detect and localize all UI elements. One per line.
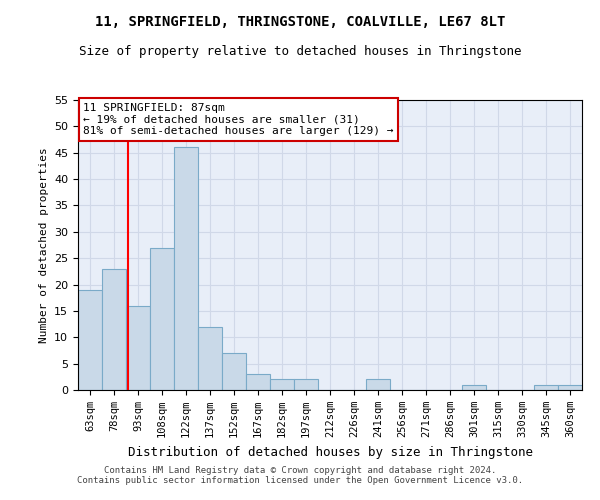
Bar [294,380,318,390]
Bar [126,306,150,390]
Bar [174,148,198,390]
Bar [246,374,270,390]
Text: 11, SPRINGFIELD, THRINGSTONE, COALVILLE, LE67 8LT: 11, SPRINGFIELD, THRINGSTONE, COALVILLE,… [95,15,505,29]
Bar [558,384,582,390]
Text: 11 SPRINGFIELD: 87sqm
← 19% of detached houses are smaller (31)
81% of semi-deta: 11 SPRINGFIELD: 87sqm ← 19% of detached … [83,103,394,136]
Bar [150,248,174,390]
Bar [78,290,102,390]
Y-axis label: Number of detached properties: Number of detached properties [38,147,49,343]
Bar [366,380,390,390]
Bar [534,384,558,390]
Bar [270,380,294,390]
X-axis label: Distribution of detached houses by size in Thringstone: Distribution of detached houses by size … [128,446,533,458]
Bar [102,268,126,390]
Text: Size of property relative to detached houses in Thringstone: Size of property relative to detached ho… [79,45,521,58]
Text: Contains HM Land Registry data © Crown copyright and database right 2024.
Contai: Contains HM Land Registry data © Crown c… [77,466,523,485]
Bar [222,353,246,390]
Bar [198,326,222,390]
Bar [462,384,486,390]
